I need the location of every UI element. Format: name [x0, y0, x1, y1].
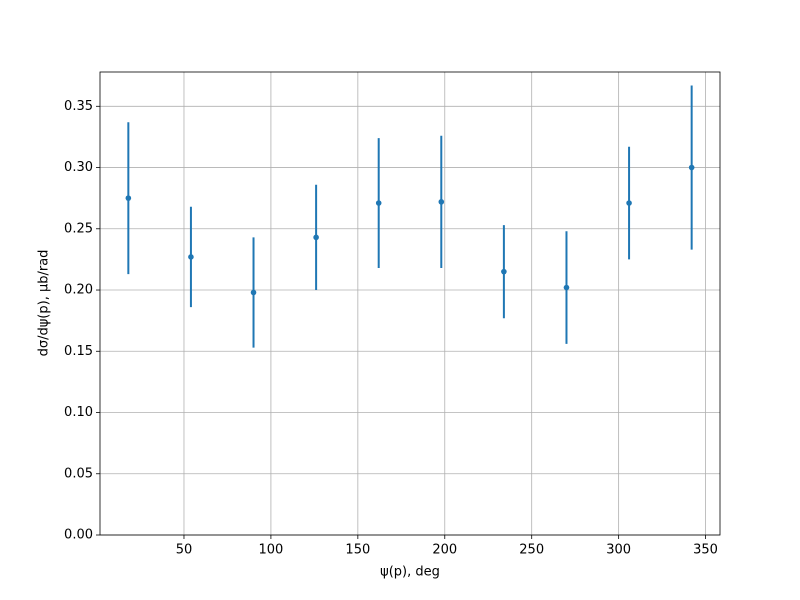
x-tick-label: 250	[519, 543, 544, 558]
x-tick-label: 150	[345, 543, 370, 558]
y-tick-label: 0.00	[64, 528, 93, 543]
x-tick-label: 200	[432, 543, 457, 558]
data-point	[313, 234, 319, 241]
data-point	[375, 200, 382, 206]
data-point	[438, 199, 445, 205]
x-tick-label: 100	[258, 543, 283, 558]
data-point	[250, 289, 257, 296]
x-tick-label: 50	[176, 543, 193, 558]
y-tick-label: 0.15	[64, 344, 93, 359]
x-tick-label: 300	[606, 543, 631, 558]
y-tick-label: 0.10	[64, 405, 93, 420]
data-point	[188, 254, 194, 260]
data-point	[626, 200, 632, 206]
y-tick-label: 0.30	[64, 160, 93, 175]
y-axis-label: dσ/dψ(p), μb/rad	[37, 250, 52, 357]
plot-frame	[99, 71, 721, 536]
data-point	[125, 195, 132, 201]
y-tick-label: 0.20	[64, 283, 93, 298]
x-axis-label: ψ(p), deg	[380, 565, 440, 580]
data-point	[563, 284, 570, 291]
y-tick-label: 0.05	[64, 466, 93, 481]
x-tick-label: 350	[693, 543, 718, 558]
data-point	[688, 164, 695, 171]
y-tick-label: 0.35	[64, 99, 93, 114]
data-point	[501, 268, 507, 275]
y-tick-label: 0.25	[64, 221, 93, 236]
